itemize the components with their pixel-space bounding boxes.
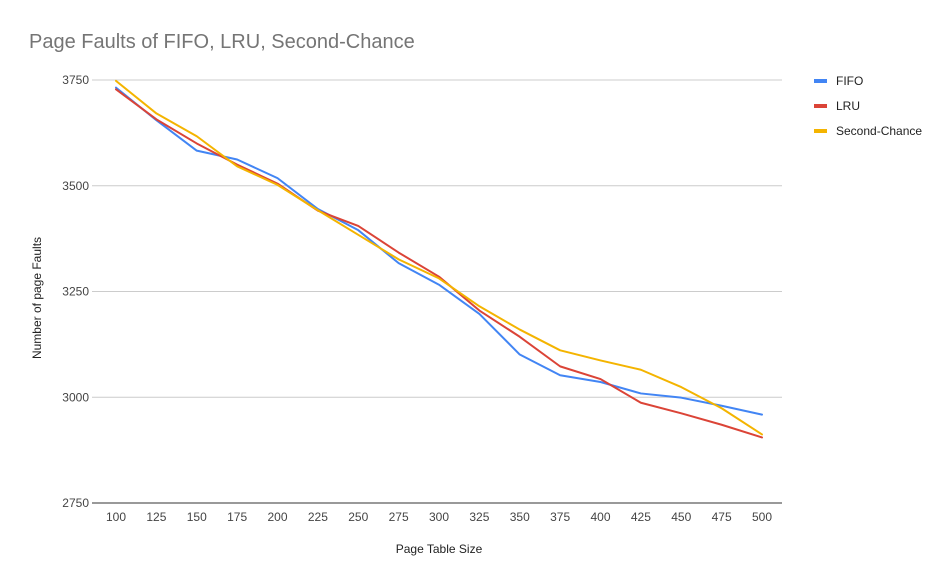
series-line-second-chance — [115, 79, 763, 436]
y-axis-label: Number of page Faults — [30, 237, 44, 359]
y-axis-ticks: 2750 3000 3250 3500 3750 — [62, 73, 89, 510]
x-tick-label: 475 — [712, 510, 732, 524]
x-tick-label: 300 — [429, 510, 449, 524]
chart-title: Page Faults of FIFO, LRU, Second-Chance — [29, 31, 415, 53]
x-tick-label: 150 — [187, 510, 207, 524]
x-tick-label: 450 — [671, 510, 691, 524]
x-tick-label: 200 — [267, 510, 287, 524]
x-tick-label: 400 — [590, 510, 610, 524]
legend-label: Second-Chance — [836, 124, 922, 138]
x-tick-label: 275 — [389, 510, 409, 524]
x-tick-label: 375 — [550, 510, 570, 524]
y-tick-label: 3500 — [62, 179, 89, 193]
x-tick-label: 350 — [510, 510, 530, 524]
y-tick-label: 3250 — [62, 285, 89, 299]
y-tick-label: 3000 — [62, 390, 89, 404]
legend-label: FIFO — [836, 74, 863, 88]
legend: FIFO LRU Second-Chance — [814, 74, 922, 138]
x-tick-label: 425 — [631, 510, 651, 524]
x-axis-label: Page Table Size — [396, 542, 483, 556]
legend-label: LRU — [836, 99, 860, 113]
series-line-lru — [115, 88, 763, 439]
x-tick-label: 125 — [146, 510, 166, 524]
x-tick-label: 325 — [469, 510, 489, 524]
gridlines — [92, 79, 782, 504]
x-tick-label: 100 — [106, 510, 126, 524]
x-tick-label: 500 — [752, 510, 772, 524]
series-line-fifo — [115, 86, 763, 416]
x-tick-label: 225 — [308, 510, 328, 524]
x-tick-label: 175 — [227, 510, 247, 524]
series-lines — [115, 79, 763, 439]
x-axis-ticks: 100 125 150 175 200 225 250 275 300 325 350 375 400 4… — [106, 510, 772, 524]
x-tick-label: 250 — [348, 510, 368, 524]
y-tick-label: 3750 — [62, 73, 89, 87]
y-tick-label: 2750 — [62, 496, 89, 510]
